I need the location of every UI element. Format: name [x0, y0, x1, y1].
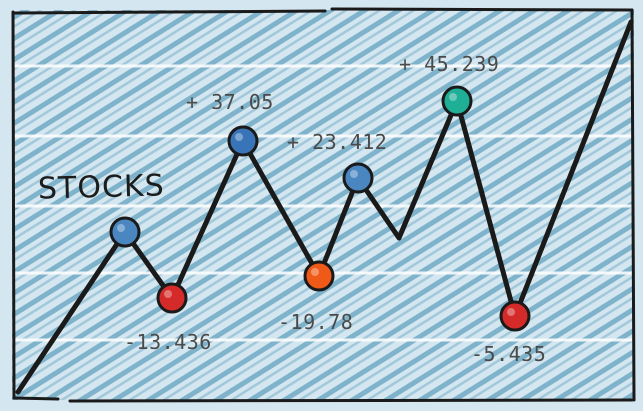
point-marker-highlight: [311, 268, 319, 276]
point-marker: [109, 216, 141, 248]
point-marker-highlight: [164, 290, 172, 298]
frame: [11, 7, 636, 403]
point-marker-highlight: [235, 133, 243, 141]
point-marker: [499, 300, 531, 332]
frame-bottom-edge: [12, 396, 634, 403]
point-markers: [109, 85, 531, 332]
point-label: + 23.412: [287, 130, 388, 154]
point-marker: [227, 125, 259, 157]
point-marker-highlight: [350, 170, 358, 178]
trend-line: [15, 19, 634, 395]
chart-title: STOCKS: [37, 168, 166, 207]
point-marker: [441, 85, 473, 117]
frame-right-edge: [630, 8, 636, 402]
point-label: -5.435: [471, 342, 547, 366]
point-marker-highlight: [117, 224, 125, 232]
point-label: + 37.05: [186, 90, 274, 114]
point-marker-highlight: [449, 93, 457, 101]
point-label: + 45.239: [399, 52, 500, 76]
point-label: -13.436: [124, 330, 212, 354]
point-marker: [303, 260, 335, 292]
frame-top-edge: [12, 7, 634, 15]
point-marker: [156, 282, 188, 314]
point-label: -19.78: [278, 310, 354, 334]
point-marker-highlight: [507, 308, 515, 316]
frame-left-edge: [11, 10, 16, 400]
point-marker: [342, 162, 374, 194]
